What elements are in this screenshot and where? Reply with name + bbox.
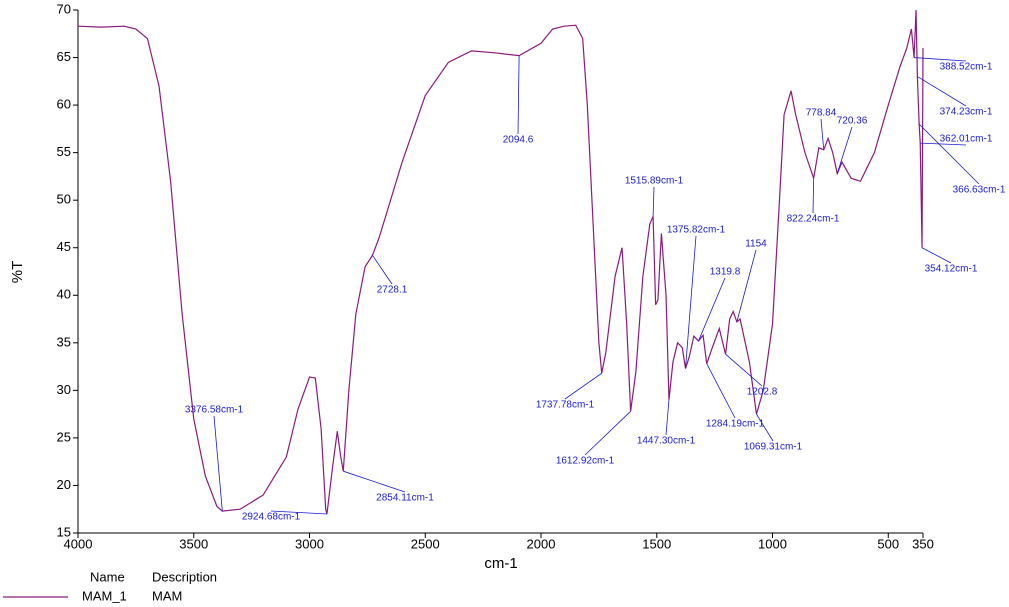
annotation-label: 1612.92cm-1 [556,456,615,467]
annotation-label: 1069.31cm-1 [744,442,803,453]
annotation-leader [698,277,726,342]
y-tick-label: 60 [57,97,71,112]
legend-description: MAM [152,588,182,603]
y-tick-label: 65 [57,49,71,64]
annotation-label: 366.63cm-1 [953,185,1006,196]
x-tick-label: 4000 [64,536,93,551]
annotation-leader [756,413,774,442]
annotation-label: 3376.58cm-1 [185,405,244,416]
y-tick-label: 45 [57,239,71,254]
annotation-label: 374.23cm-1 [940,107,993,118]
y-tick-label: 15 [57,524,71,539]
annotation-label: 1375.82cm-1 [667,225,726,236]
annotation-label: 1447.30cm-1 [637,436,696,447]
annotation-leader [706,363,736,419]
annotation-leader [914,57,967,62]
x-tick-label: 500 [877,536,899,551]
y-tick-label: 70 [57,1,71,16]
annotation-leader [665,399,670,436]
annotation-leader [736,249,757,323]
annotation-label: 362.01cm-1 [940,134,993,145]
annotation-leader [836,126,853,174]
legend-header: Name [90,569,125,584]
y-tick-label: 55 [57,144,71,159]
annotation-leader [820,118,825,150]
annotation-label: 2854.11cm-1 [376,493,434,504]
annotation-label: 822.24cm-1 [787,214,840,225]
y-tick-label: 50 [57,192,71,207]
legend-name: MAM_1 [82,588,127,603]
annotation-leader [921,247,952,264]
annotation-label: 1737.78cm-1 [536,400,595,411]
annotation-leader [920,142,967,146]
x-tick-label: 2000 [527,536,556,551]
annotation-leader [343,470,406,493]
x-axis-label: cm-1 [484,555,517,572]
annotation-label: 1515.89cm-1 [625,176,684,187]
x-tick-label: 1000 [758,536,787,551]
annotation-leader [517,55,520,135]
annotation-label: 1154 [745,239,767,250]
annotation-label: 388.52cm-1 [940,62,993,73]
y-tick-label: 35 [57,334,71,349]
annotation-label: 1284.19cm-1 [706,419,765,430]
annotation-label: 778.84 [806,108,837,119]
x-tick-label: 3000 [295,536,324,551]
annotation-leader [270,510,327,515]
annotation-label: 720.36 [837,116,868,127]
annotation-label: 2728.1 [377,285,408,296]
y-tick-label: 25 [57,429,71,444]
x-tick-label: 350 [912,536,934,551]
y-tick-label: 20 [57,477,71,492]
annotation-label: 1202.8 [747,387,778,398]
annotation-leader [372,255,393,285]
annotation-label: 2094.6 [503,135,534,146]
annotation-label: 2924.68cm-1 [242,512,301,523]
y-tick-label: 30 [57,382,71,397]
annotation-leader [584,410,631,456]
x-tick-label: 1500 [642,536,671,551]
legend-header: Description [152,569,217,584]
x-tick-label: 2500 [411,536,440,551]
annotation-leader [812,178,815,214]
y-tick-label: 40 [57,287,71,302]
annotation-leader [213,415,223,512]
annotation-leader [564,372,602,400]
x-tick-label: 3500 [179,536,208,551]
annotation-leader [652,186,655,217]
annotation-leader [685,235,697,369]
y-axis-label: %T [9,261,26,284]
annotation-leader [918,123,980,185]
annotation-leader [917,76,967,107]
annotation-label: 354.12cm-1 [925,264,978,275]
annotation-leader [725,353,763,387]
annotation-label: 1319.8 [710,267,741,278]
spectrum-line [77,9,924,515]
